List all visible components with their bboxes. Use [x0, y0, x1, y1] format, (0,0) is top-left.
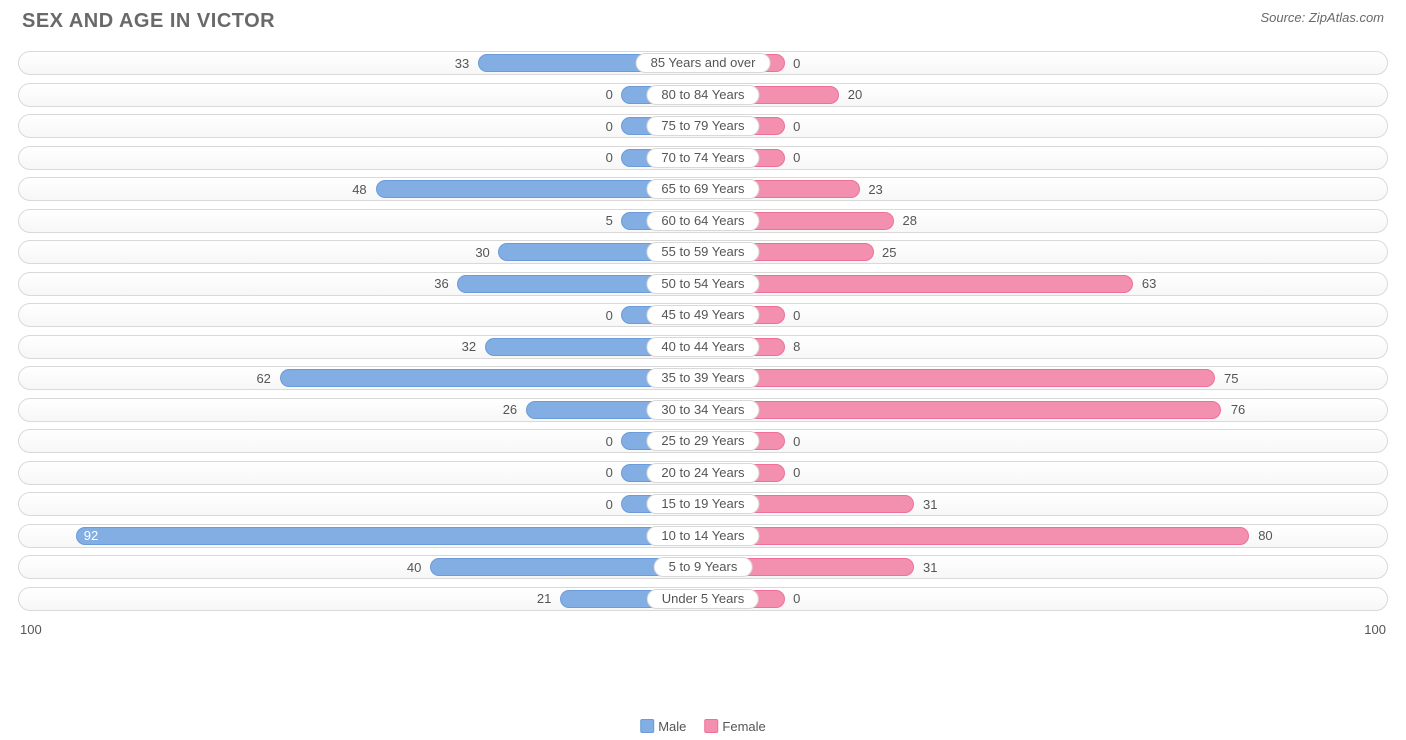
male-bar: [280, 369, 703, 387]
male-value: 0: [606, 84, 621, 106]
female-value: 8: [785, 336, 800, 358]
female-bar: [703, 369, 1215, 387]
chart-row: 0 0 70 to 74 Years: [18, 146, 1388, 170]
x-axis: 100 100: [18, 618, 1388, 637]
age-category-label: 5 to 9 Years: [654, 557, 753, 577]
female-value: 0: [785, 304, 800, 326]
male-value: 36: [434, 273, 456, 295]
age-category-label: 50 to 54 Years: [646, 274, 759, 294]
chart-row: 5 28 60 to 64 Years: [18, 209, 1388, 233]
age-category-label: 70 to 74 Years: [646, 148, 759, 168]
chart-container: SEX AND AGE IN VICTOR Source: ZipAtlas.c…: [0, 0, 1406, 740]
male-value: 26: [503, 399, 525, 421]
age-category-label: 45 to 49 Years: [646, 305, 759, 325]
age-category-label: 40 to 44 Years: [646, 337, 759, 357]
chart-row: 62 75 35 to 39 Years: [18, 366, 1388, 390]
pyramid-chart: 33 0 85 Years and over 0 20 80 to 84 Years 0 0 7…: [18, 51, 1388, 611]
axis-right-max: 100: [1364, 622, 1386, 637]
chart-row: 33 0 85 Years and over: [18, 51, 1388, 75]
male-value: 21: [537, 588, 559, 610]
chart-title: SEX AND AGE IN VICTOR: [22, 10, 275, 33]
female-value: 0: [785, 52, 800, 74]
chart-row: 0 0 75 to 79 Years: [18, 114, 1388, 138]
age-category-label: 55 to 59 Years: [646, 242, 759, 262]
chart-row: 0 0 20 to 24 Years: [18, 461, 1388, 485]
legend: Male Female: [640, 719, 766, 734]
chart-source: Source: ZipAtlas.com: [1260, 10, 1384, 25]
age-category-label: Under 5 Years: [647, 589, 759, 609]
age-category-label: 25 to 29 Years: [646, 431, 759, 451]
chart-row: 0 20 80 to 84 Years: [18, 83, 1388, 107]
female-value: 28: [895, 210, 917, 232]
chart-row: 92 80 10 to 14 Years: [18, 524, 1388, 548]
female-value: 0: [785, 462, 800, 484]
female-value: 20: [840, 84, 862, 106]
legend-swatch-male: [640, 719, 654, 733]
female-value: 23: [860, 178, 882, 200]
age-category-label: 75 to 79 Years: [646, 116, 759, 136]
chart-header: SEX AND AGE IN VICTOR Source: ZipAtlas.c…: [18, 10, 1388, 33]
male-value: 48: [352, 178, 374, 200]
male-value: 5: [606, 210, 621, 232]
female-value: 76: [1223, 399, 1245, 421]
age-category-label: 85 Years and over: [636, 53, 771, 73]
legend-item-male: Male: [640, 719, 686, 734]
female-value: 0: [785, 115, 800, 137]
chart-row: 21 0 Under 5 Years: [18, 587, 1388, 611]
chart-row: 40 31 5 to 9 Years: [18, 555, 1388, 579]
male-value: 40: [407, 556, 429, 578]
female-value: 25: [874, 241, 896, 263]
female-value: 75: [1216, 367, 1238, 389]
age-category-label: 65 to 69 Years: [646, 179, 759, 199]
male-value: 0: [606, 462, 621, 484]
male-value: 32: [462, 336, 484, 358]
male-value: 62: [256, 367, 278, 389]
age-category-label: 60 to 64 Years: [646, 211, 759, 231]
male-value: 0: [606, 493, 621, 515]
chart-row: 0 31 15 to 19 Years: [18, 492, 1388, 516]
female-value: 63: [1134, 273, 1156, 295]
female-value: 0: [785, 147, 800, 169]
age-category-label: 15 to 19 Years: [646, 494, 759, 514]
age-category-label: 80 to 84 Years: [646, 85, 759, 105]
axis-left-max: 100: [20, 622, 42, 637]
legend-item-female: Female: [704, 719, 765, 734]
chart-row: 0 0 45 to 49 Years: [18, 303, 1388, 327]
female-value: 31: [915, 556, 937, 578]
chart-row: 36 63 50 to 54 Years: [18, 272, 1388, 296]
male-value: 0: [606, 430, 621, 452]
male-value: 0: [606, 304, 621, 326]
male-value: 0: [606, 115, 621, 137]
male-value: 92: [74, 525, 98, 547]
female-value: 80: [1250, 525, 1272, 547]
legend-label-male: Male: [658, 719, 686, 734]
female-value: 0: [785, 430, 800, 452]
male-bar: [76, 527, 703, 545]
male-value: 0: [606, 147, 621, 169]
age-category-label: 35 to 39 Years: [646, 368, 759, 388]
age-category-label: 10 to 14 Years: [646, 526, 759, 546]
female-bar: [703, 527, 1249, 545]
chart-row: 30 25 55 to 59 Years: [18, 240, 1388, 264]
legend-swatch-female: [704, 719, 718, 733]
chart-row: 48 23 65 to 69 Years: [18, 177, 1388, 201]
legend-label-female: Female: [722, 719, 765, 734]
female-bar: [703, 275, 1133, 293]
chart-row: 26 76 30 to 34 Years: [18, 398, 1388, 422]
age-category-label: 30 to 34 Years: [646, 400, 759, 420]
male-value: 33: [455, 52, 477, 74]
female-bar: [703, 401, 1221, 419]
chart-row: 32 8 40 to 44 Years: [18, 335, 1388, 359]
age-category-label: 20 to 24 Years: [646, 463, 759, 483]
female-value: 0: [785, 588, 800, 610]
chart-row: 0 0 25 to 29 Years: [18, 429, 1388, 453]
female-value: 31: [915, 493, 937, 515]
male-value: 30: [475, 241, 497, 263]
